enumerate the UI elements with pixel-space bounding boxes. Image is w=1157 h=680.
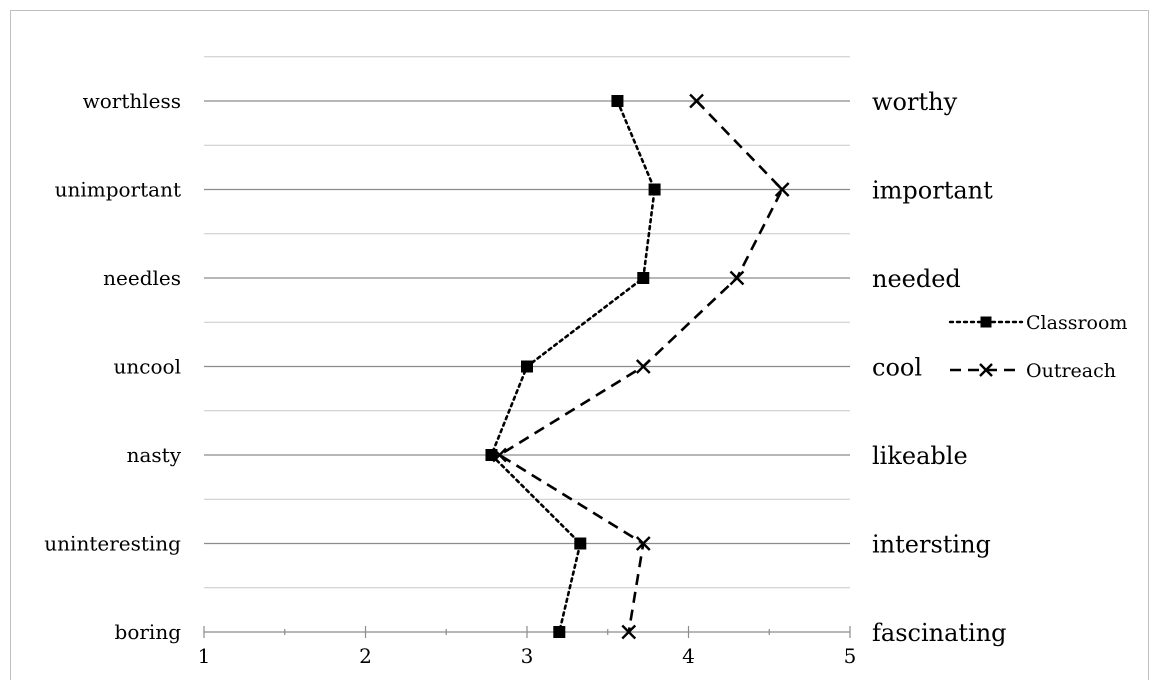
left-label: nasty: [127, 443, 182, 467]
legend-marker: [979, 363, 993, 377]
left-label: worthless: [83, 89, 181, 113]
right-label: important: [872, 177, 993, 205]
x-tick-label: 3: [521, 644, 534, 668]
legend-label: Classroom: [1026, 312, 1127, 334]
data-point: [485, 449, 498, 461]
series-classroom: [485, 95, 661, 638]
right-label: fascinating: [872, 619, 1007, 647]
legend-entry: Classroom: [948, 312, 1127, 334]
data-point: [774, 182, 790, 197]
data-point: [635, 536, 651, 551]
legend-label: Outreach: [1026, 360, 1116, 382]
right-label: needed: [872, 265, 961, 293]
data-point: [635, 359, 651, 374]
x-tick-label: 1: [198, 644, 211, 668]
data-point: [492, 447, 507, 463]
right-label: worthy: [872, 88, 958, 116]
right-label: likeable: [872, 442, 968, 470]
series: [485, 93, 790, 640]
left-label: needles: [103, 266, 181, 290]
x-axis: 1 2 3 4 5: [198, 626, 857, 668]
legend-marker: [980, 316, 992, 328]
left-label: unimportant: [55, 178, 181, 202]
legend: Classroom Outreach: [948, 312, 1127, 382]
data-point: [637, 272, 650, 284]
data-point: [521, 360, 533, 373]
data-point: [621, 624, 637, 640]
legend-entry: Outreach: [950, 360, 1116, 382]
gridlines: [204, 56, 850, 589]
data-point: [553, 626, 566, 638]
data-point: [689, 93, 704, 109]
chart-frame: [10, 10, 1149, 680]
right-label: intersting: [872, 531, 991, 559]
right-label: cool: [872, 354, 922, 382]
left-label: boring: [115, 620, 182, 644]
left-label: uncool: [114, 355, 181, 379]
category-labels: worthless unimportant needles uncool nasty un…: [44, 88, 1006, 647]
data-point: [574, 537, 587, 550]
data-point: [648, 183, 661, 196]
x-tick-label: 2: [359, 644, 372, 668]
left-label: uninteresting: [44, 532, 181, 556]
x-tick-label: 5: [844, 644, 857, 668]
data-point: [611, 95, 624, 107]
data-point: [729, 270, 745, 286]
x-tick-label: 4: [682, 644, 695, 668]
series-outreach: [492, 93, 790, 640]
